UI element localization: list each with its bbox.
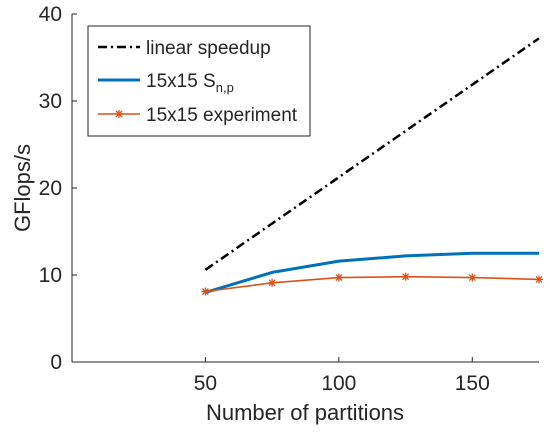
x-tick-label-150: 150 bbox=[455, 372, 490, 395]
y-tick-label-10: 10 bbox=[39, 264, 62, 287]
series-line-model bbox=[204, 251, 539, 294]
x-tick-label-50: 50 bbox=[194, 372, 217, 395]
point-experiment-175 bbox=[535, 275, 543, 284]
point-experiment-150 bbox=[468, 273, 477, 282]
legend-label-model-main: 15x15 S bbox=[146, 71, 216, 92]
y-tick-label-30: 30 bbox=[39, 90, 62, 113]
legend: linear speedup 15x15 Sn,p 15x15 experime… bbox=[87, 25, 311, 137]
point-experiment-100 bbox=[334, 273, 343, 282]
y-axis-title: GFlops/s bbox=[10, 144, 35, 232]
legend-label-experiment: 15x15 experiment bbox=[146, 105, 298, 126]
y-tick-label-0: 0 bbox=[50, 351, 62, 374]
legend-label-model-subscript: n,p bbox=[216, 80, 234, 95]
y-tick-label-40: 40 bbox=[39, 3, 62, 26]
ticks-layer: 50 100 150 0 10 20 30 40 bbox=[39, 3, 490, 395]
point-experiment-50 bbox=[201, 287, 210, 296]
legend-label-model: 15x15 Sn,p bbox=[146, 71, 234, 95]
x-tick-label-100: 100 bbox=[321, 372, 356, 395]
series-layer bbox=[201, 37, 543, 296]
series-line-experiment bbox=[205, 275, 540, 293]
x-axis-title: Number of partitions bbox=[206, 400, 404, 425]
legend-label-linear-speedup: linear speedup bbox=[146, 38, 271, 59]
point-experiment-125 bbox=[401, 272, 410, 281]
point-experiment-75 bbox=[268, 278, 277, 287]
legend-swatch-experiment-marker bbox=[115, 110, 123, 118]
y-tick-label-20: 20 bbox=[39, 177, 62, 200]
